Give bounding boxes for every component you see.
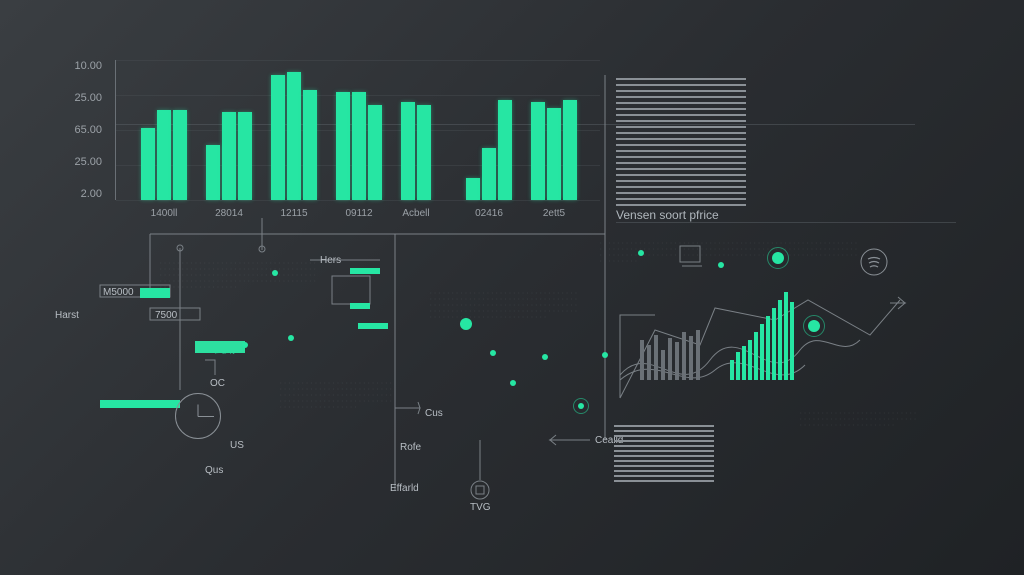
label-tvg: TVG — [470, 502, 491, 513]
clock-icon — [175, 393, 221, 439]
vensen-label: Vensen soort pfrice — [616, 208, 719, 222]
grn-hers3 — [358, 323, 388, 329]
label-7500: 7500 — [155, 310, 177, 321]
mini-chart — [620, 280, 900, 400]
hrule-2 — [616, 222, 956, 223]
label-rofe: Rofe — [400, 442, 421, 453]
grn-hers1 — [350, 268, 380, 274]
label-m5000: M5000 — [103, 287, 134, 298]
label-oc: OC — [210, 378, 225, 389]
diagram-area: Harst M5000 7500 Hers OC US Qus Cus Rofe… — [50, 225, 570, 515]
spotify-icon — [860, 248, 888, 276]
x-axis: 1400ll280141211509112Acbell024162ett5 — [115, 208, 600, 226]
bar-chart: 10.0025.0065.0025.002.00 1400ll280141211… — [60, 60, 600, 220]
map-texture-au: ••••••••••••••••••••••••••••••••••••••••… — [800, 410, 920, 500]
bar-area — [115, 60, 600, 200]
grn-harst — [140, 288, 170, 298]
label-qus: Qus — [205, 465, 223, 476]
grn-long — [100, 400, 180, 408]
label-effarld: Effarld — [390, 483, 419, 494]
grn-hers2 — [350, 303, 370, 309]
stripe-block-top — [616, 78, 746, 210]
label-harst: Harst — [55, 310, 79, 321]
grn-red — [195, 341, 245, 353]
stripe-block-bottom — [614, 425, 714, 485]
y-axis: 10.0025.0065.0025.002.00 — [60, 60, 102, 200]
label-cus: Cus — [425, 408, 443, 419]
label-hers: Hers — [320, 255, 341, 266]
label-us: US — [230, 440, 244, 451]
